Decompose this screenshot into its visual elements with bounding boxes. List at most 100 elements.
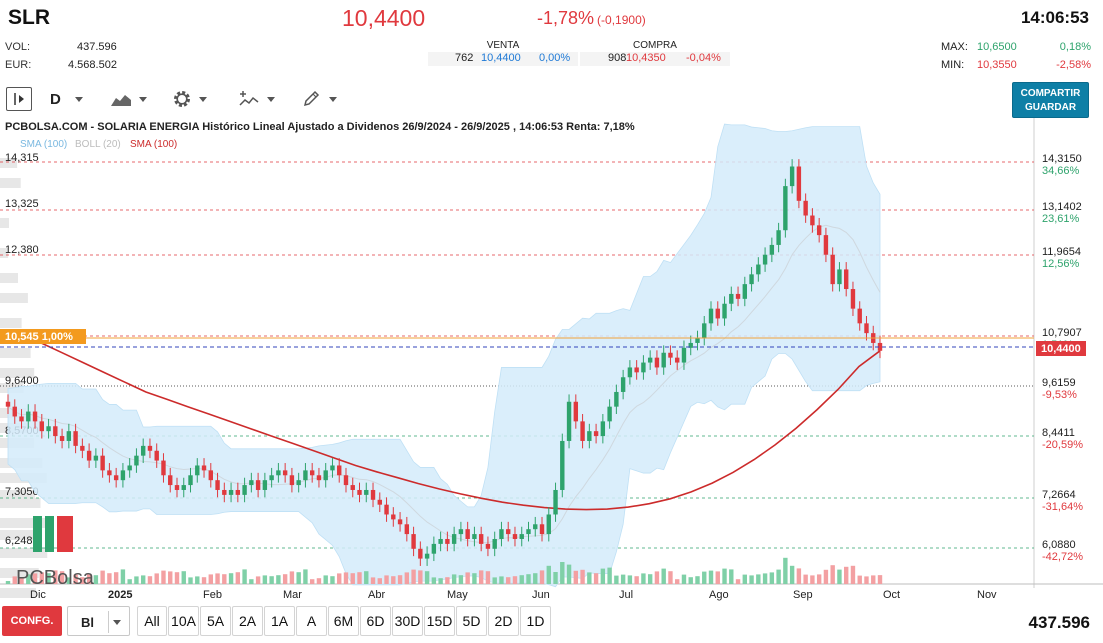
period-selector[interactable]: D (50, 87, 83, 111)
range-button-2a[interactable]: 2A (232, 606, 263, 636)
volume-bar (113, 572, 119, 584)
bollinger-mid-line (7, 224, 881, 544)
volume-bar (19, 577, 24, 584)
chart-toolbar: D (0, 84, 1103, 114)
range-button-1d[interactable]: 1D (520, 606, 551, 636)
volume-bar (134, 576, 139, 584)
volume-bar (749, 575, 754, 584)
volume-bar (789, 565, 795, 584)
left-axis-tick: 12,380 (5, 244, 39, 256)
volume-bar (337, 573, 342, 584)
time-axis-label: May (447, 589, 468, 601)
chevron-down-icon (74, 96, 83, 102)
candle-body (654, 357, 660, 368)
candle-body (492, 538, 497, 549)
candle-body (242, 485, 247, 495)
save-label: GUARDAR (1024, 102, 1077, 113)
compra-qty: 908 (608, 52, 627, 64)
volume-bar (350, 573, 355, 584)
settings-selector[interactable] (172, 87, 207, 111)
volume-bar (844, 566, 849, 584)
range-button-5a[interactable]: 5A (200, 606, 231, 636)
share-save-button[interactable]: COMPARTIR GUARDAR (1012, 82, 1089, 118)
right-level-pct: 34,66% (1042, 165, 1080, 177)
chart-type-selector[interactable] (110, 87, 147, 111)
range-button-6d[interactable]: 6D (360, 606, 391, 636)
candle-body (823, 235, 829, 255)
volume-bar (810, 575, 815, 584)
volume-bar (647, 574, 653, 584)
last-price: 10,4400 (342, 5, 426, 31)
volume-bar (654, 571, 660, 584)
volume-bar (668, 571, 673, 584)
volume-bar (458, 575, 464, 584)
volume-bar (735, 579, 741, 584)
volume-bar (823, 569, 829, 584)
volume-bar (364, 571, 369, 584)
indicator-selector[interactable] (238, 87, 275, 111)
volume-bar (323, 575, 328, 584)
scale-selector[interactable]: Bl (67, 606, 130, 636)
right-level-price: 14,3150 (1042, 153, 1082, 165)
volume-bar (539, 570, 545, 584)
volume-bar (742, 574, 748, 584)
candle-body (323, 470, 328, 481)
max-pct: 0,18% (1059, 41, 1091, 53)
volume-profile-bar (0, 588, 36, 598)
candle-body (438, 538, 443, 544)
volume-bar (587, 572, 592, 584)
volume-bar (580, 569, 585, 584)
time-axis-label: Jun (532, 589, 550, 601)
volume-bar (438, 578, 443, 584)
chevron-down-icon (113, 620, 121, 625)
change-percent: -1,78% (537, 8, 595, 28)
candle-body (235, 489, 241, 495)
candle-body (32, 411, 38, 422)
volume-bar (729, 569, 734, 584)
range-button-6m[interactable]: 6M (328, 606, 359, 636)
price-chart[interactable]: 14,31513,32512,3809,64008,57007,30506,24… (0, 118, 1103, 604)
candle-body (208, 470, 213, 481)
range-button-1a[interactable]: 1A (264, 606, 295, 636)
panel-toggle-button[interactable] (6, 87, 32, 111)
volume-profile-bar (0, 530, 41, 540)
drawing-tools-selector[interactable] (302, 87, 337, 111)
volume-bar (465, 572, 470, 584)
candle-body (533, 524, 538, 530)
config-button[interactable]: CONFG. (2, 606, 62, 636)
venta-row: 762 10,4400 0,00% (428, 52, 578, 66)
venta-qty: 762 (455, 52, 474, 64)
volume-bar (715, 571, 720, 584)
indicator-icon (239, 91, 259, 106)
candle-body (526, 529, 531, 535)
right-level-price: 6,0880 (1042, 539, 1076, 551)
range-button-10a[interactable]: 10A (168, 606, 199, 636)
range-button-2d[interactable]: 2D (488, 606, 519, 636)
volume-bar (404, 572, 410, 584)
candle-body (573, 401, 579, 422)
candle-body (465, 529, 470, 539)
volume-bar (309, 579, 315, 584)
volume-bar (255, 576, 261, 584)
candle-body (168, 475, 173, 486)
compra-title: COMPRA (633, 40, 677, 51)
candle-body (681, 347, 687, 363)
candle-body (539, 524, 545, 535)
range-button-a[interactable]: A (296, 606, 327, 636)
volume-bar (533, 573, 538, 584)
min-pct: -2,58% (1056, 59, 1091, 71)
candle-body (668, 352, 673, 358)
volume-bar (600, 568, 606, 584)
range-button-30d[interactable]: 30D (392, 606, 423, 636)
candle-body (837, 269, 842, 285)
share-label: COMPARTIR (1020, 88, 1081, 99)
range-button-all[interactable]: All (137, 606, 167, 636)
candle-body (580, 421, 585, 441)
candle-body (647, 357, 653, 363)
candle-body (587, 431, 592, 441)
candle-body (600, 421, 606, 437)
range-button-15d[interactable]: 15D (424, 606, 455, 636)
candle-body (188, 475, 193, 486)
range-button-5d[interactable]: 5D (456, 606, 487, 636)
